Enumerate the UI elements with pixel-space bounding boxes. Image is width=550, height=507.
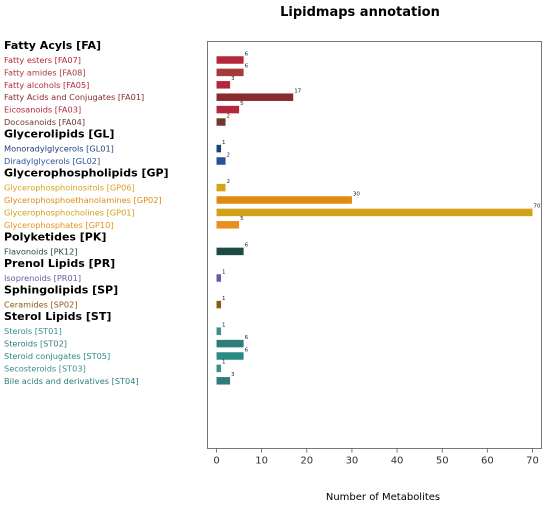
category-label: Glycerophosphoinositols [GP06] bbox=[4, 183, 135, 193]
group-heading: Glycerolipids [GL] bbox=[4, 128, 114, 141]
group-heading: Sphingolipids [SP] bbox=[4, 284, 118, 297]
bar-value-label: 70 bbox=[533, 204, 540, 210]
bar bbox=[216, 327, 222, 335]
x-tick-label: 60 bbox=[481, 456, 494, 467]
bar bbox=[216, 274, 222, 282]
bar-value-label: 5 bbox=[240, 101, 244, 107]
chart-title: Lipidmaps annotation bbox=[280, 5, 440, 20]
bar-value-label: 2 bbox=[227, 113, 231, 119]
category-label: Glycerophosphocholines [GP01] bbox=[4, 207, 135, 217]
x-tick-label: 10 bbox=[255, 456, 268, 467]
category-label: Steroid conjugates [ST05] bbox=[4, 351, 110, 361]
bar bbox=[216, 196, 352, 204]
category-label: Steroids [ST02] bbox=[4, 339, 67, 349]
category-label: Eicosanoids [FA03] bbox=[4, 105, 81, 115]
category-label: Bile acids and derivatives [ST04] bbox=[4, 376, 139, 386]
group-heading: Polyketides [PK] bbox=[4, 230, 106, 243]
group-heading: Prenol Lipids [PR] bbox=[4, 257, 115, 270]
category-label: Glycerophosphates [GP10] bbox=[4, 220, 113, 230]
category-label: Fatty alcohols [FA05] bbox=[4, 80, 89, 90]
bar bbox=[216, 300, 222, 309]
bar-value-label: 6 bbox=[245, 64, 249, 70]
bar bbox=[216, 221, 240, 229]
category-label: Isoprenoids [PR01] bbox=[4, 273, 81, 283]
bar-value-label: 17 bbox=[294, 88, 301, 94]
bar-value-label: 5 bbox=[240, 216, 244, 222]
bar bbox=[216, 144, 222, 153]
category-label: Diradylglycerols [GL02] bbox=[4, 156, 100, 166]
category-label: Monoradylglycerols [GL01] bbox=[4, 144, 114, 154]
bar bbox=[216, 247, 244, 256]
bar-value-label: 3 bbox=[231, 372, 235, 378]
group-heading: Sterol Lipids [ST] bbox=[4, 310, 111, 323]
x-tick-label: 50 bbox=[436, 456, 449, 467]
bar bbox=[216, 68, 244, 77]
category-labels: Fatty Acyls [FA] Fatty esters [FA07] Fatty… bbox=[4, 39, 169, 386]
bar-value-label: 6 bbox=[245, 51, 249, 57]
group-heading: Glycerophospholipids [GP] bbox=[4, 167, 169, 180]
bar bbox=[216, 118, 226, 126]
group-heading: Fatty Acyls [FA] bbox=[4, 39, 101, 52]
x-tick-label: 40 bbox=[391, 456, 404, 467]
bar bbox=[216, 208, 533, 217]
bar-value-label: 1 bbox=[222, 322, 226, 328]
bar-value-label: 3 bbox=[231, 76, 235, 82]
x-axis: 0 10 20 30 40 50 60 70 bbox=[213, 448, 539, 467]
category-label: Flavonoids [PK12] bbox=[4, 246, 78, 256]
bar-value-label: 30 bbox=[353, 191, 360, 197]
bar bbox=[216, 105, 240, 114]
bar bbox=[216, 183, 226, 192]
category-label: Fatty Acids and Conjugates [FA01] bbox=[4, 92, 144, 102]
category-label: Glycerophosphoethanolamines [GP02] bbox=[4, 195, 162, 205]
category-label: Secosteroids [ST03] bbox=[4, 363, 86, 373]
bar-value-label: 2 bbox=[227, 179, 231, 185]
x-tick-label: 30 bbox=[346, 456, 359, 467]
bar-value-label: 2 bbox=[227, 152, 231, 158]
category-label: Fatty esters [FA07] bbox=[4, 55, 81, 65]
bar-value-label: 1 bbox=[222, 140, 226, 146]
bar bbox=[216, 364, 222, 373]
bar-value-label: 1 bbox=[222, 360, 226, 366]
bar bbox=[216, 81, 231, 89]
category-label: Sterols [ST01] bbox=[4, 326, 62, 336]
category-label: Ceramides [SP02] bbox=[4, 300, 77, 310]
bar-value-label: 6 bbox=[245, 335, 249, 341]
bar bbox=[216, 93, 294, 101]
plot-area-frame bbox=[207, 41, 542, 449]
bar-value-label: 1 bbox=[222, 269, 226, 275]
category-label: Fatty amides [FA08] bbox=[4, 67, 86, 77]
x-tick-label: 0 bbox=[213, 456, 219, 467]
x-tick-label: 70 bbox=[526, 456, 539, 467]
bar-value-label: 6 bbox=[245, 347, 249, 353]
bar-value-label: 1 bbox=[222, 296, 226, 302]
bar bbox=[216, 339, 244, 348]
x-tick-label: 20 bbox=[300, 456, 313, 467]
category-label: Docosanoids [FA04] bbox=[4, 117, 85, 127]
bar bbox=[216, 352, 244, 360]
bar-value-label: 6 bbox=[245, 243, 249, 249]
bar bbox=[216, 157, 226, 165]
bar bbox=[216, 377, 231, 385]
x-axis-label: Number of Metabolites bbox=[326, 492, 440, 503]
bar bbox=[216, 56, 244, 64]
